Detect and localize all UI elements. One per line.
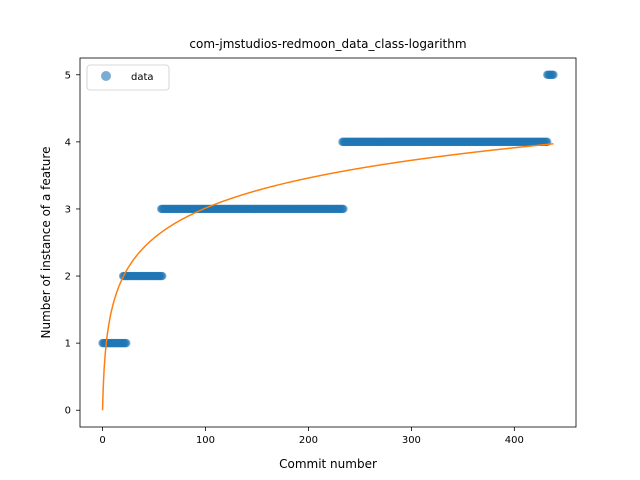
data-point (339, 204, 348, 214)
y-tick-label: 2 (65, 272, 71, 283)
legend-marker-data (101, 71, 111, 81)
y-tick-label: 1 (65, 339, 71, 350)
legend: data (86, 64, 170, 91)
data-point (549, 70, 558, 79)
x-tick-label: 400 (505, 435, 524, 446)
y-tick-label: 3 (65, 204, 71, 215)
series-layer (98, 70, 558, 411)
data-point (158, 271, 167, 281)
y-tick-label: 4 (65, 137, 71, 148)
y-tick-label: 5 (65, 70, 71, 81)
legend-box (86, 64, 170, 91)
legend-label-data: data (131, 72, 154, 83)
y-axis-label: Number of instance of a feature (39, 147, 53, 339)
plot-frame (79, 57, 577, 428)
x-tick-label: 0 (99, 435, 105, 446)
x-tick-label: 300 (402, 435, 421, 446)
x-axis-label: Commit number (279, 457, 377, 471)
chart-title: com-jmstudios-redmoon_data_class-logarit… (189, 37, 466, 51)
fit-line (101, 143, 554, 411)
axes-layer: 0 100 200 300 400 0 1 2 3 4 5 (65, 70, 524, 446)
x-tick-label: 100 (196, 435, 215, 446)
y-tick-label: 0 (65, 406, 71, 417)
x-tick-label: 200 (299, 435, 318, 446)
data-point (122, 338, 131, 348)
